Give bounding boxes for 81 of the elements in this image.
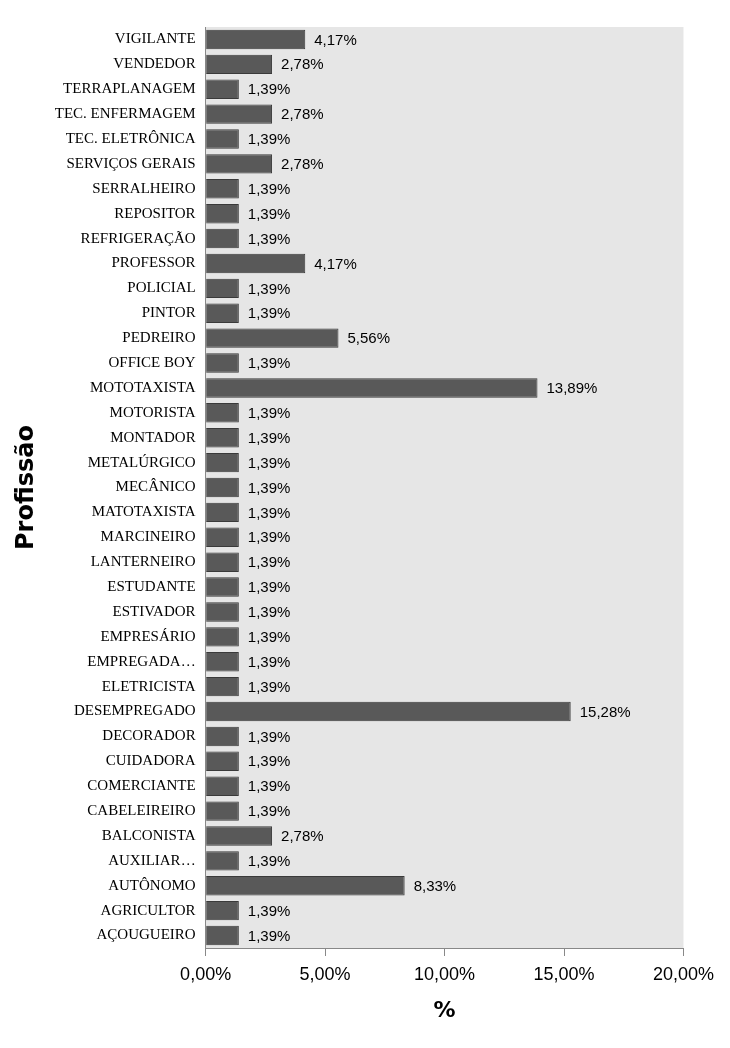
data-label: 1,39%: [247, 478, 291, 496]
y-tick-label: VIGILANTE: [114, 30, 196, 47]
y-tick-label: TEC. ELETRÔNICA: [65, 129, 196, 146]
data-label: 1,39%: [247, 901, 291, 919]
data-label: 4,17%: [314, 30, 357, 48]
data-label: 1,39%: [247, 553, 291, 571]
data-label: 1,39%: [247, 777, 291, 795]
y-tick-label: MOTORISTA: [109, 403, 196, 420]
data-label: 1,39%: [247, 802, 291, 820]
y-tick-label: AUTÔNOMO: [108, 876, 196, 893]
x-tick-label: 5,00%: [299, 963, 351, 984]
data-label: 1,39%: [247, 652, 291, 670]
data-label: 1,39%: [247, 130, 291, 148]
x-tick-label: 15,00%: [533, 963, 595, 984]
y-tick-label: TEC. ENFERMAGEM: [54, 105, 196, 122]
data-label: 15,28%: [579, 702, 631, 720]
y-tick-label: ELETRICISTA: [101, 677, 196, 694]
data-label: 1,39%: [247, 528, 291, 546]
data-label: 13,89%: [546, 379, 598, 397]
data-label: 1,39%: [247, 677, 291, 695]
y-tick-label: MECÂNICO: [115, 478, 196, 495]
y-tick-label: REPOSITOR: [114, 204, 196, 221]
y-tick-label: MOTOTAXISTA: [89, 378, 196, 395]
x-axis-title: %: [433, 996, 456, 1022]
x-tick-label: 10,00%: [414, 963, 476, 984]
y-tick-label: EMPREGADA…: [87, 652, 196, 669]
y-tick-label: AÇOUGUEIRO: [96, 926, 196, 943]
data-label: 1,39%: [247, 428, 291, 446]
data-label: 1,39%: [247, 354, 291, 372]
y-tick-label: SERVIÇOS GERAIS: [66, 154, 196, 171]
data-label: 1,39%: [247, 403, 291, 421]
data-label: 1,39%: [247, 503, 291, 521]
data-label: 4,17%: [314, 254, 357, 272]
y-tick-label: TERRAPLANAGEM: [63, 80, 196, 97]
data-label: 1,39%: [247, 603, 291, 621]
data-label: 1,39%: [247, 852, 291, 870]
y-tick-label: VENDEDOR: [113, 55, 196, 72]
x-tick-label: 20,00%: [652, 963, 715, 984]
data-label: 2,78%: [281, 55, 324, 73]
data-label: 1,39%: [247, 453, 291, 471]
y-tick-label: ESTIVADOR: [112, 602, 196, 619]
y-tick-label: METALÚRGICO: [87, 453, 196, 470]
data-label: 1,39%: [247, 578, 291, 596]
y-tick-label: POLICIAL: [127, 279, 196, 296]
y-tick-label: LANTERNEIRO: [90, 553, 196, 570]
data-label: 1,39%: [247, 80, 291, 98]
y-tick-label: COMERCIANTE: [87, 777, 196, 794]
x-tick-label: 0,00%: [180, 963, 232, 984]
data-label: 8,33%: [413, 876, 457, 894]
y-tick-label: CUIDADORA: [105, 752, 196, 769]
y-tick-label: DECORADOR: [102, 727, 196, 744]
y-tick-label: SERRALHEIRO: [92, 179, 196, 196]
data-label: 1,39%: [247, 229, 291, 247]
y-tick-label: MATOTAXISTA: [91, 503, 196, 520]
data-label: 2,78%: [281, 827, 324, 845]
data-label: 1,39%: [247, 926, 291, 944]
data-label: 1,39%: [247, 179, 291, 197]
y-tick-label: MONTADOR: [110, 428, 196, 445]
y-tick-label: MARCINEIRO: [100, 528, 196, 545]
y-tick-label: DESEMPREGADO: [73, 702, 196, 719]
y-tick-label: PEDREIRO: [122, 329, 196, 346]
y-tick-label: AUXILIAR…: [108, 851, 196, 868]
data-label: 1,39%: [247, 304, 291, 322]
y-tick-label: REFRIGERAÇÃO: [80, 229, 196, 246]
data-label: 1,39%: [247, 752, 291, 770]
y-tick-label: EMPRESÁRIO: [100, 627, 196, 644]
y-tick-label: ESTUDANTE: [107, 578, 196, 595]
y-tick-label: CABELEIREIRO: [87, 802, 196, 819]
data-label: 2,78%: [281, 155, 324, 173]
data-label: 1,39%: [247, 279, 291, 297]
y-tick-label: PROFESSOR: [111, 254, 196, 271]
y-axis-title: Profissão: [10, 425, 39, 550]
y-tick-label: OFFICE BOY: [108, 353, 196, 370]
y-tick-label: BALCONISTA: [101, 826, 196, 843]
data-label: 2,78%: [281, 105, 324, 123]
y-tick-label: AGRICULTOR: [100, 901, 196, 918]
data-label: 1,39%: [247, 627, 291, 645]
data-label: 1,39%: [247, 727, 291, 745]
y-tick-label: PINTOR: [141, 304, 196, 321]
data-label: 5,56%: [347, 329, 391, 347]
data-label: 1,39%: [247, 204, 291, 222]
